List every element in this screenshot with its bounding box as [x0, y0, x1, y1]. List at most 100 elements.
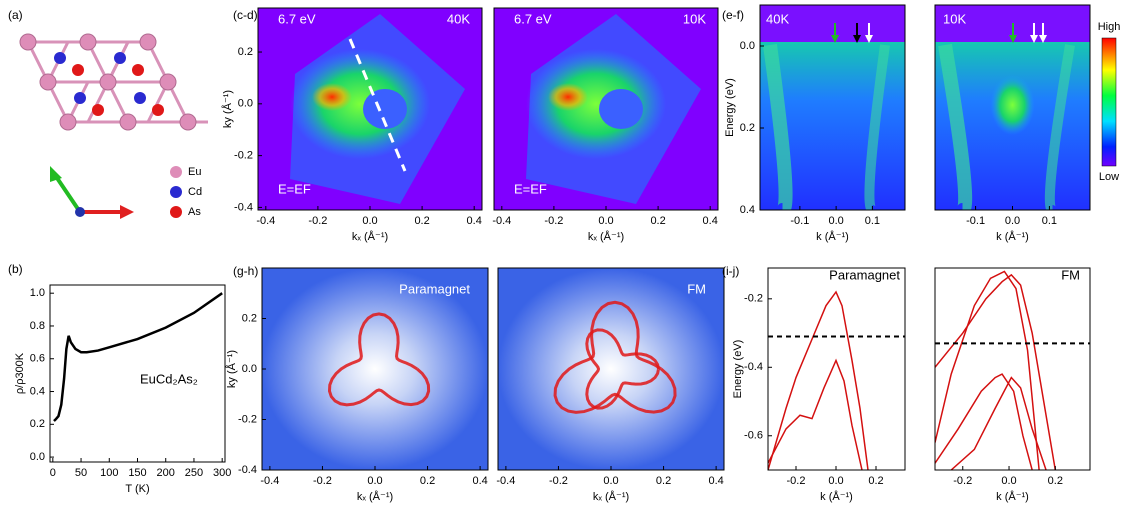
y-tick-label: 0.0: [30, 451, 45, 463]
arrow-head: [865, 35, 873, 43]
annotation: 10K: [683, 11, 706, 26]
panel: -0.4 -0.2 0.0 0.2 0.4 0.2 0.0 -0.2 -0.4 kₓ (Å⁻¹) k…: [225, 264, 489, 503]
annotation: Paramagnet: [399, 281, 470, 296]
x-tick-label: 0.4: [703, 215, 718, 227]
y-tick-label: 1.0: [30, 287, 45, 299]
panel-label: (e-f): [722, 8, 744, 22]
x-tick-label: 0.0: [1001, 475, 1016, 487]
x-tick-label: 50: [75, 467, 87, 479]
x-axis-label: k (Å⁻¹): [820, 490, 853, 503]
series-line: [950, 376, 1047, 470]
panel-label: (b): [8, 262, 23, 276]
x-tick-label: 0: [50, 467, 56, 479]
x-tick-label: -0.4: [256, 215, 275, 227]
annotation: 10K: [943, 11, 966, 26]
plot-area: [498, 268, 724, 470]
panel: -0.2 0.0 0.2 k (Å⁻¹) FM: [934, 267, 1091, 503]
annotation: 40K: [447, 11, 470, 26]
frame: [934, 267, 1091, 471]
y-axis-label: Energy (eV): [724, 78, 736, 137]
x-tick-label: -0.1: [790, 215, 809, 227]
y-tick-label: -0.2: [234, 150, 253, 162]
y-tick-label: 0.0: [238, 98, 253, 110]
annotation: EuCd₂As₂: [140, 371, 198, 386]
annotation: 40K: [766, 11, 789, 26]
intensity: [290, 49, 430, 159]
frame: [767, 267, 906, 471]
colorbar: [1101, 37, 1117, 167]
x-tick-label: 0.1: [1042, 215, 1057, 227]
plot-area: [760, 5, 905, 210]
y-tick-label: 0.2: [740, 122, 755, 134]
series-line: [935, 270, 1040, 470]
y-axis-label: ky (Å⁻¹): [221, 90, 234, 128]
series-line: [768, 358, 863, 470]
panel: -0.4 -0.2 0.0 0.2 0.4 0.2 0.0 -0.2 -0.4 kₓ (Å⁻¹) k…: [221, 7, 483, 243]
x-tick-label: -0.4: [492, 215, 511, 227]
plot-area: [258, 8, 482, 210]
x-tick-label: 0.4: [467, 215, 482, 227]
background: [498, 268, 724, 470]
panel-label: (i-j): [722, 264, 739, 278]
y-tick-label: 0.6: [30, 353, 45, 365]
panel: 0 50 100 150 200 250 300 0.0 0.2 0.4 0.6 0.8 1.0 T (K…: [8, 262, 231, 495]
x-axis-label: T (K): [125, 483, 149, 495]
x-tick-label: 0.4: [708, 475, 723, 487]
y-axis-label: ρ/ρ300K: [14, 352, 26, 394]
panel: -0.4 -0.2 0.0 0.2 0.4 kₓ (Å⁻¹) FM: [496, 267, 725, 503]
frame: [49, 284, 226, 463]
x-tick-label: 0.2: [656, 475, 671, 487]
x-tick-label: -0.2: [787, 475, 806, 487]
x-axis-label: kₓ (Å⁻¹): [357, 490, 393, 503]
panel: -0.1 0.0 0.1 0.0 0.2 0.4 k (Å⁻¹) Energy (eV) (e-…: [722, 4, 906, 243]
x-tick-label: -0.2: [308, 215, 327, 227]
x-axis-label: k (Å⁻¹): [996, 490, 1029, 503]
y-tick-label: -0.4: [744, 361, 763, 373]
x-tick-label: 100: [100, 467, 118, 479]
x-axis-label: kₓ (Å⁻¹): [593, 490, 629, 503]
y-tick-label: 0.0: [242, 363, 257, 375]
x-tick-label: -0.4: [496, 475, 515, 487]
y-tick-label: -0.4: [238, 464, 257, 476]
x-tick-label: 0.2: [420, 475, 435, 487]
annotation: E=EF: [514, 181, 547, 196]
arrow-head: [853, 35, 861, 43]
annotation: 6.7 eV: [514, 11, 552, 26]
x-tick-label: 0.0: [1005, 215, 1020, 227]
plot-area: [53, 292, 223, 422]
y-tick-label: 0.0: [740, 40, 755, 52]
x-tick-label: 0.2: [868, 475, 883, 487]
x-tick-label: 0.0: [367, 475, 382, 487]
x-tick-label: 250: [185, 467, 203, 479]
series-line: [53, 292, 223, 422]
x-axis-label: k (Å⁻¹): [996, 230, 1029, 243]
annotation: 6.7 eV: [278, 11, 316, 26]
plot-area: [494, 8, 718, 210]
x-tick-label: -0.2: [313, 475, 332, 487]
plot-area: [935, 5, 1090, 210]
y-tick-label: 0.2: [238, 46, 253, 58]
annotation: Paramagnet: [829, 267, 900, 282]
x-tick-label: 0.0: [603, 475, 618, 487]
band: [864, 44, 890, 210]
annotation: FM: [687, 281, 706, 296]
y-tick-label: 0.4: [30, 385, 45, 397]
colorbar-label: Low: [1099, 171, 1119, 183]
fermi-contour: [553, 300, 677, 414]
arrow-head: [1030, 35, 1038, 43]
x-tick-label: -0.1: [966, 215, 985, 227]
hot-spot: [990, 75, 1035, 135]
series-line: [768, 290, 869, 470]
x-tick-label: 0.0: [828, 475, 843, 487]
x-axis-label: kₓ (Å⁻¹): [588, 230, 624, 243]
background: [262, 268, 488, 470]
hot-spot: [548, 83, 588, 111]
y-tick-label: -0.2: [744, 293, 763, 305]
x-tick-label: -0.2: [549, 475, 568, 487]
panel-label: (a): [8, 8, 23, 22]
y-tick-label: 0.2: [30, 418, 45, 430]
arrow-head: [831, 35, 839, 43]
annotation: FM: [1061, 267, 1080, 282]
y-tick-label: -0.2: [238, 413, 257, 425]
